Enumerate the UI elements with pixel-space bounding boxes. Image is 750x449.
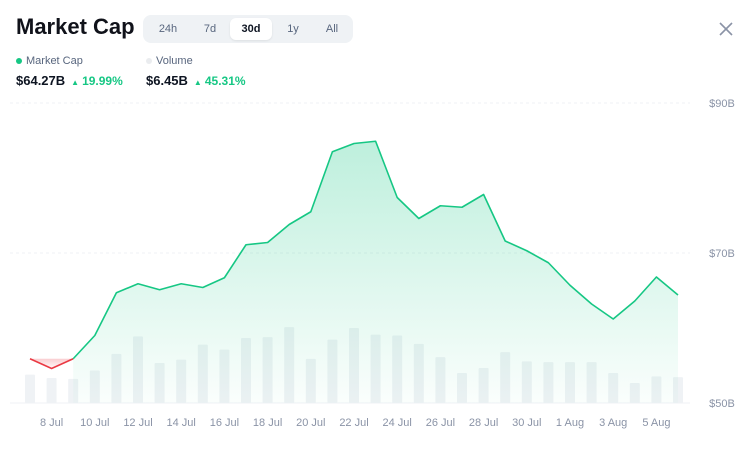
volume-values: $6.45B ▲ 45.31% xyxy=(146,73,246,88)
x-tick-label: 28 Jul xyxy=(469,417,498,429)
y-tick-label: $90B xyxy=(709,98,735,110)
up-line xyxy=(72,140,679,360)
market-cap-change: ▲ 19.99% xyxy=(71,74,123,88)
down-area xyxy=(30,358,74,369)
volume-legend: Volume xyxy=(146,55,246,67)
market-cap-value: $64.27B xyxy=(16,73,66,88)
tab-1y[interactable]: 1y xyxy=(287,23,299,35)
tab-all[interactable]: All xyxy=(325,23,339,35)
timeframe-tabs: 24h 7d 30d 1y All xyxy=(143,15,353,43)
x-tick-label: 12 Jul xyxy=(123,417,152,429)
volume-value: $6.45B xyxy=(146,73,188,88)
market-cap-dot-icon xyxy=(16,58,22,64)
page-title: Market Cap xyxy=(16,14,135,39)
volume-bar[interactable] xyxy=(25,374,35,403)
market-cap-area xyxy=(30,141,678,403)
y-tick-label: $50B xyxy=(709,398,735,410)
market-cap-stat[interactable]: Market Cap $64.27B ▲ 19.99% xyxy=(16,55,123,88)
x-tick-label: 5 Aug xyxy=(642,417,670,429)
y-axis-ticks: $90B $70B $50B xyxy=(709,98,735,410)
tab-7d[interactable]: 7d xyxy=(203,23,217,35)
caret-up-icon: ▲ xyxy=(71,78,80,87)
x-tick-label: 24 Jul xyxy=(383,417,412,429)
close-icon[interactable] xyxy=(716,19,736,39)
volume-change-value: 45.31% xyxy=(204,74,246,88)
market-cap-change-value: 19.99% xyxy=(82,74,123,88)
market-cap-legend: Market Cap xyxy=(16,55,123,67)
x-tick-label: 20 Jul xyxy=(296,417,325,429)
x-tick-label: 30 Jul xyxy=(512,417,541,429)
x-tick-label: 1 Aug xyxy=(556,417,584,429)
volume-stat[interactable]: Volume $6.45B ▲ 45.31% xyxy=(146,55,246,88)
x-tick-label: 22 Jul xyxy=(339,417,368,429)
volume-label: Volume xyxy=(156,55,193,67)
x-tick-label: 26 Jul xyxy=(426,417,455,429)
market-cap-line xyxy=(29,140,679,370)
volume-bar[interactable] xyxy=(46,378,57,403)
x-tick-label: 10 Jul xyxy=(80,417,109,429)
tab-30d[interactable]: 30d xyxy=(230,18,272,40)
x-tick-label: 3 Aug xyxy=(599,417,627,429)
x-tick-label: 14 Jul xyxy=(167,417,196,429)
x-tick-label: 8 Jul xyxy=(40,417,63,429)
x-tick-label: 16 Jul xyxy=(210,417,239,429)
market-cap-values: $64.27B ▲ 19.99% xyxy=(16,73,123,88)
close-icon-svg xyxy=(719,22,733,36)
x-tick-label: 18 Jul xyxy=(253,417,282,429)
volume-change: ▲ 45.31% xyxy=(194,74,246,88)
up-area xyxy=(73,141,678,403)
volume-dot-icon xyxy=(146,58,152,64)
down-line xyxy=(29,358,74,370)
tab-24h[interactable]: 24h xyxy=(158,23,178,35)
market-cap-label: Market Cap xyxy=(26,55,83,67)
y-tick-label: $70B xyxy=(709,248,735,260)
caret-up-icon: ▲ xyxy=(193,78,202,87)
x-axis-ticks: 8 Jul 10 Jul 12 Jul 14 Jul 16 Jul 18 Jul 20 Ju… xyxy=(40,417,670,429)
